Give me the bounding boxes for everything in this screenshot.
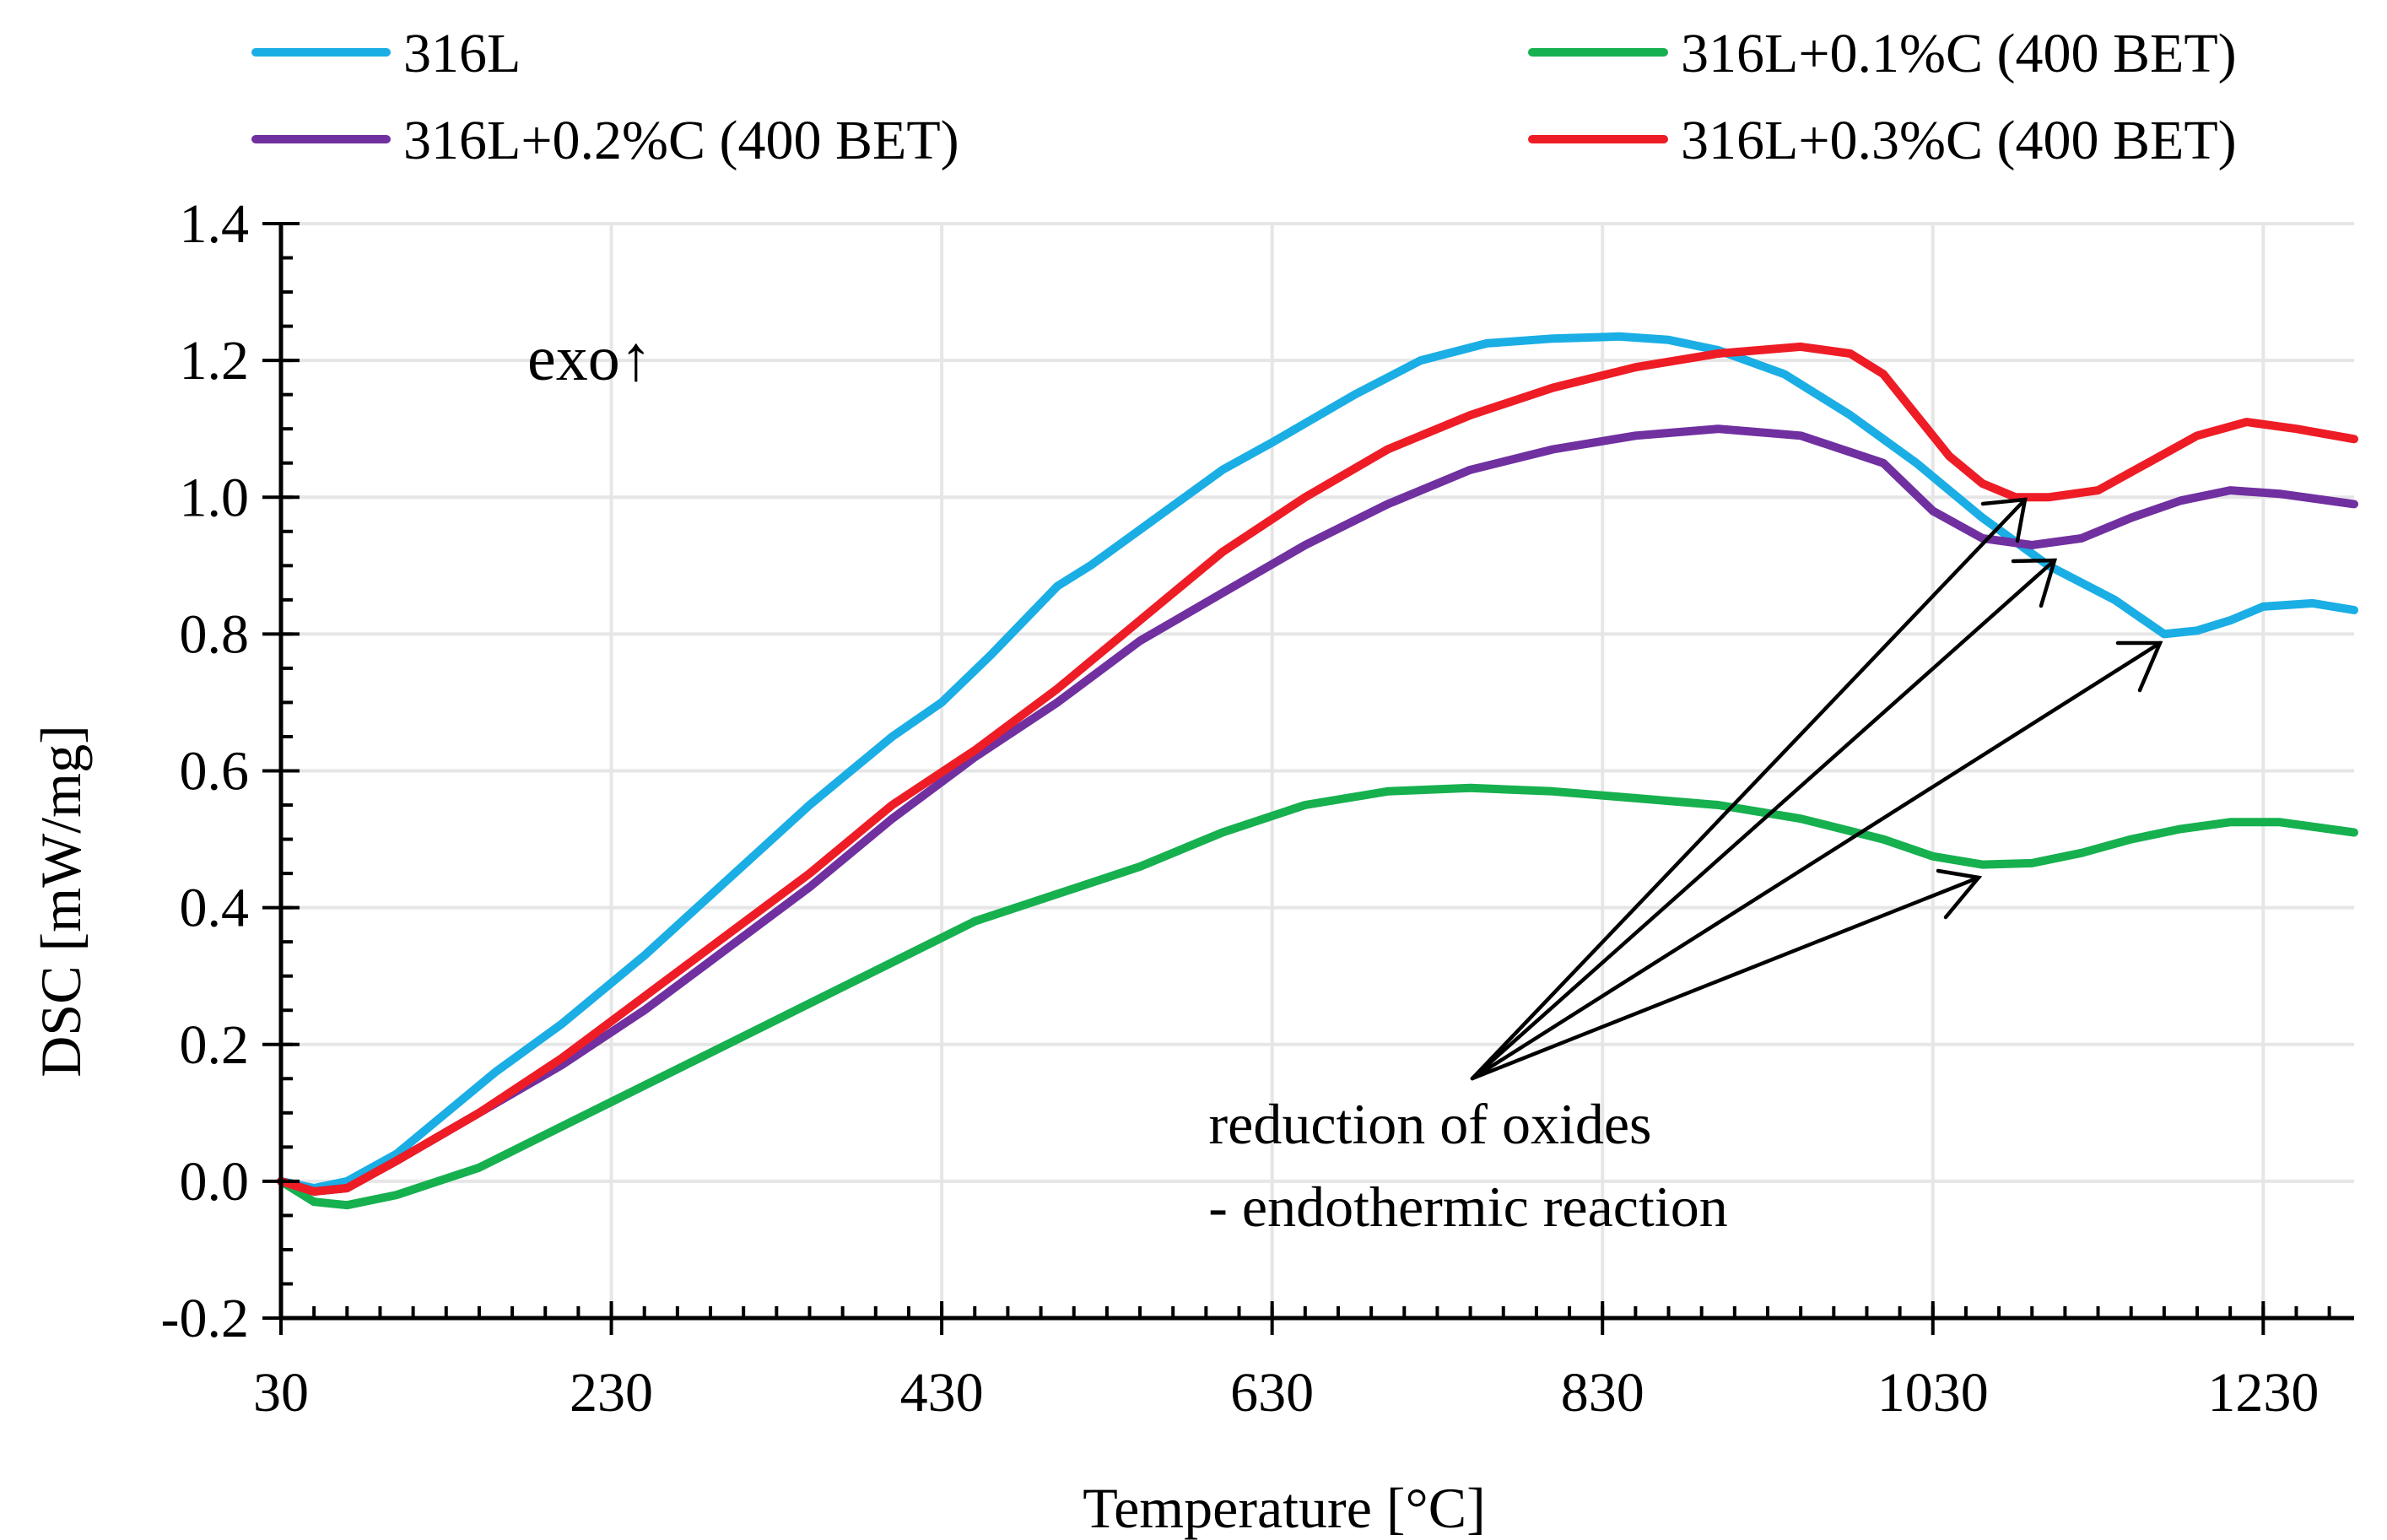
axes [262,222,2354,1335]
arrow-head-red [1980,497,2028,543]
series-line-3 [277,342,2358,1196]
legend-label-316l-0-1c: 316L+0.1%C (400 BET) [1681,23,2237,84]
x-tick-label: 430 [900,1362,984,1424]
x-tick-label: 1030 [1877,1362,1989,1424]
y-tick-label: 0.8 [180,603,250,665]
series-line-1 [277,783,2358,1210]
y-tick-label: -0.2 [161,1288,249,1349]
x-tick-label: 1230 [2207,1362,2319,1424]
legend-label-316l: 316L [403,23,521,84]
x-tick-label: 230 [570,1362,653,1424]
annotation-arrows [1470,497,2163,1081]
series-line-0 [277,332,2358,1192]
tick-labels: -0.2 0.0 0.2 0.4 0.6 0.8 1.0 1.2 1.4 30 230 430 630 8… [161,193,2319,1424]
legend-label-316l-0-2c: 316L+0.2%C (400 BET) [403,110,959,171]
y-tick-label: 0.4 [180,878,250,939]
y-tick-label: 1.0 [180,467,250,528]
annotation-reduction-of-oxides: reduction of oxides [1209,1092,1652,1156]
arrow-head-purple [2011,558,2058,608]
y-tick-label: 0.2 [180,1014,250,1076]
x-axis-title: Temperature [°C] [1083,1476,1485,1540]
y-axis-title: DSC [mW/mg] [29,725,93,1077]
y-tick-label: 0.6 [180,741,250,802]
annotation-endothermic-reaction: - endothermic reaction [1208,1175,1728,1239]
arrow-head-blue [2115,640,2163,693]
y-tick-label: 1.2 [180,330,250,392]
exo-label: exo↑ [527,323,652,394]
legend: 316L 316L+0.1%C (400 BET) 316L+0.2%C (40… [251,23,2237,171]
series-lines [277,332,2358,1210]
x-tick-label: 30 [253,1362,309,1424]
arrow-shaft-red [1470,497,2028,1081]
legend-label-316l-0-3c: 316L+0.3%C (400 BET) [1681,110,2237,171]
x-tick-label: 630 [1230,1362,1314,1424]
series-line-2 [277,424,2358,1196]
arrow-shaft-blue [1470,640,2163,1081]
y-tick-label: 1.4 [180,193,250,255]
arrow-shaft-green [1470,875,1981,1081]
x-tick-label: 830 [1561,1362,1644,1424]
arrow-head-green [1936,868,1983,920]
y-tick-label: 0.0 [180,1151,250,1213]
arrow-shaft-purple [1470,558,2057,1081]
